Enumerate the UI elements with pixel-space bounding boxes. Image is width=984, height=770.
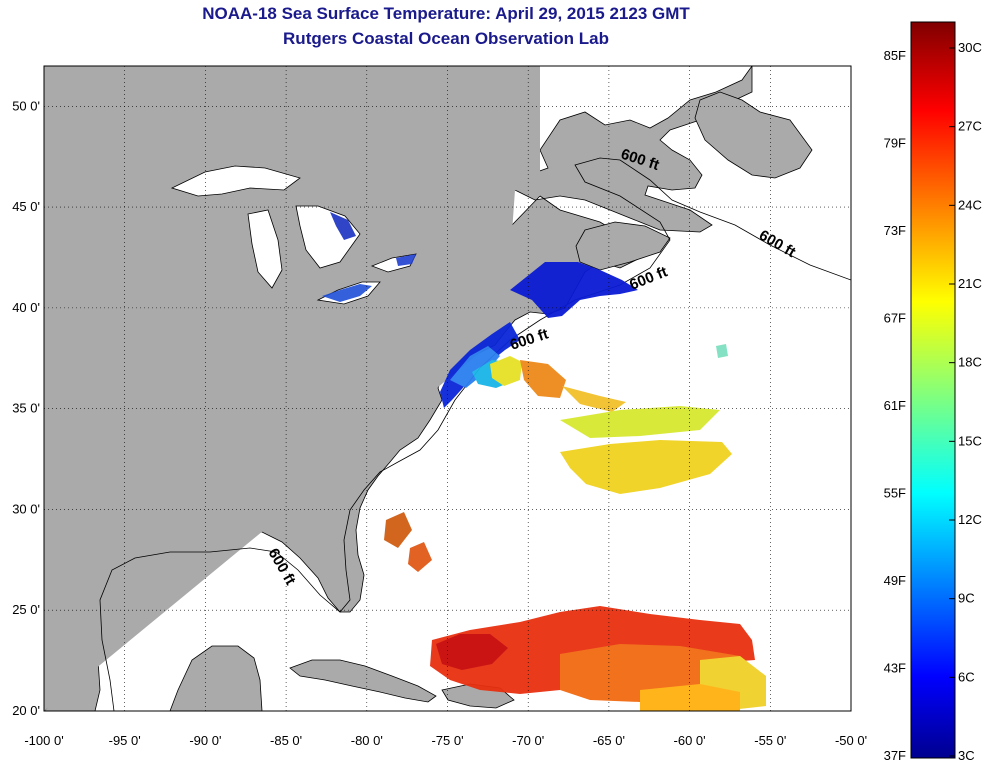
colorbar-c-labels: 30C 27C 24C 21C 18C 15C 12C 9C 6C 3C <box>949 40 982 763</box>
lon-tick-label: -70 0' <box>512 733 544 748</box>
lat-tick-label: 40 0' <box>12 300 40 315</box>
colorbar-f-label: 37F <box>884 748 906 763</box>
land-newfoundland <box>694 91 813 179</box>
lon-tick-label: -80 0' <box>351 733 383 748</box>
colorbar-c-label: 30C <box>958 40 982 55</box>
colorbar-c-label: 3C <box>958 748 975 763</box>
map-title: NOAA-18 Sea Surface Temperature: April 2… <box>202 4 690 23</box>
map-subtitle: Rutgers Coastal Ocean Observation Lab <box>283 29 609 48</box>
lake-erie-sst <box>322 284 372 302</box>
lon-tick-label: -95 0' <box>109 733 141 748</box>
colorbar-f-label: 55F <box>884 486 906 501</box>
contour-600ft <box>99 157 851 711</box>
lat-tick-label: 20 0' <box>12 703 40 718</box>
lat-tick-label: 50 0' <box>12 98 40 113</box>
sst-layer <box>384 262 766 711</box>
colorbar-c-label: 12C <box>958 512 982 527</box>
lon-tick-label: -75 0' <box>431 733 463 748</box>
colorbar-f-label: 67F <box>884 311 906 326</box>
colorbar-c-label: 24C <box>958 197 982 212</box>
lon-tick-labels: -100 0' -95 0' -90 0' -85 0' -80 0' -75 0' -70… <box>24 733 867 748</box>
colorbar-c-label: 6C <box>958 669 975 684</box>
lat-tick-label: 30 0' <box>12 501 40 516</box>
lon-tick-label: -85 0' <box>270 733 302 748</box>
colorbar-f-label: 49F <box>884 573 906 588</box>
colorbar-f-label: 61F <box>884 398 906 413</box>
lat-tick-labels: 20 0' 25 0' 30 0' 35 0' 40 0' 45 0' 50 0' <box>12 98 40 718</box>
lon-tick-label: -50 0' <box>835 733 867 748</box>
land-yucatan <box>169 645 263 711</box>
colorbar-c-label: 9C <box>958 591 975 606</box>
lake-superior <box>170 165 301 197</box>
colorbar <box>910 21 956 759</box>
land-nova-scotia <box>575 221 671 271</box>
colorbar-c-label: 18C <box>958 355 982 370</box>
land-cuba <box>289 659 437 703</box>
lat-tick-label: 35 0' <box>12 401 40 416</box>
lon-tick-label: -90 0' <box>189 733 221 748</box>
colorbar-f-labels: 85F 79F 73F 67F 61F 55F 49F 43F 37F <box>884 48 906 763</box>
colorbar-c-label: 27C <box>958 119 982 134</box>
colorbar-f-label: 79F <box>884 136 906 151</box>
colorbar-c-label: 15C <box>958 433 982 448</box>
lake-ontario-sst <box>396 254 416 266</box>
lon-tick-label: -65 0' <box>593 733 625 748</box>
lon-tick-label: -60 0' <box>674 733 706 748</box>
colorbar-f-label: 85F <box>884 48 906 63</box>
lake-huron-sst <box>330 212 356 240</box>
lat-tick-label: 45 0' <box>12 199 40 214</box>
graticule <box>44 66 851 711</box>
lat-tick-label: 25 0' <box>12 602 40 617</box>
lake-michigan-huron <box>247 205 361 289</box>
colorbar-c-label: 21C <box>958 276 982 291</box>
colorbar-f-label: 73F <box>884 223 906 238</box>
colorbar-f-label: 43F <box>884 661 906 676</box>
lon-tick-label: -100 0' <box>24 733 63 748</box>
lon-tick-label: -55 0' <box>754 733 786 748</box>
